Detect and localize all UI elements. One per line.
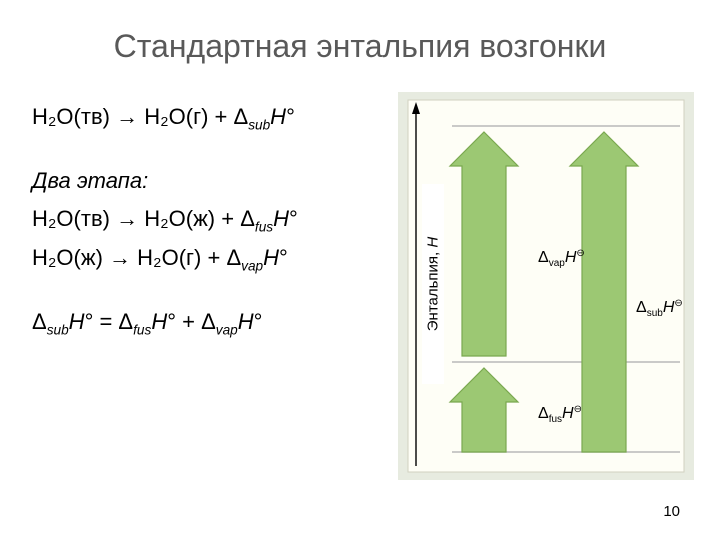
page-title: Стандартная энтальпия возгонки <box>0 28 720 65</box>
stages-label: Два этапа: <box>32 164 372 198</box>
eq-fusion: H₂O(тв) → H₂O(ж) + ΔfusH° <box>32 202 372 238</box>
eq-sublimation: H₂O(тв) → H₂O(г) + ΔsubH° <box>32 100 372 136</box>
eq-sum: ΔsubH° = ΔfusH° + ΔvapH° <box>32 305 372 341</box>
ylabel-box: Энтальпия, H <box>422 184 444 384</box>
y-axis-label: Энтальпия, H <box>425 237 442 331</box>
page-number: 10 <box>663 503 680 520</box>
eq-vaporization: H₂O(ж) → H₂O(г) + ΔvapH° <box>32 241 372 277</box>
enthalpy-diagram: ΔfusH⊖ΔvapH⊖ΔsubH⊖ Энтальпия, H <box>398 92 694 480</box>
text-content: H₂O(тв) → H₂O(г) + ΔsubH° Два этапа: H₂O… <box>32 100 372 344</box>
